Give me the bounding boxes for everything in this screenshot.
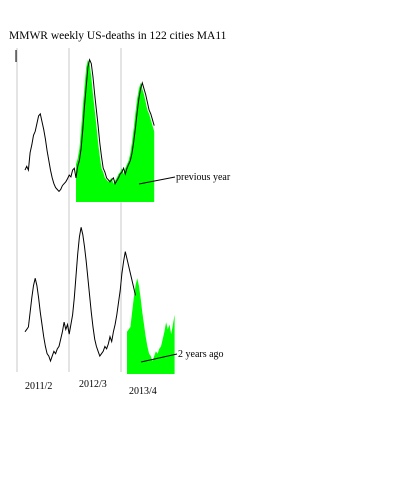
panel-2-deaths-line [24, 227, 136, 363]
panel-1-deaths-line [24, 58, 155, 193]
pointer-previous-year [138, 176, 176, 185]
season-label-3: 2013/4 [129, 386, 157, 397]
annotation-two-years-ago: 2 years ago [178, 349, 224, 360]
panel-2-comparison-area [127, 278, 175, 374]
pointer-two-years-ago [140, 353, 178, 363]
panel-1-comparison-area [76, 59, 155, 203]
chart-title: MMWR weekly US-deaths in 122 cities MA11 [9, 30, 227, 42]
season-label-2: 2012/3 [79, 379, 107, 390]
annotation-previous-year: previous year [176, 172, 231, 183]
season-label-1: 2011/2 [25, 381, 53, 392]
